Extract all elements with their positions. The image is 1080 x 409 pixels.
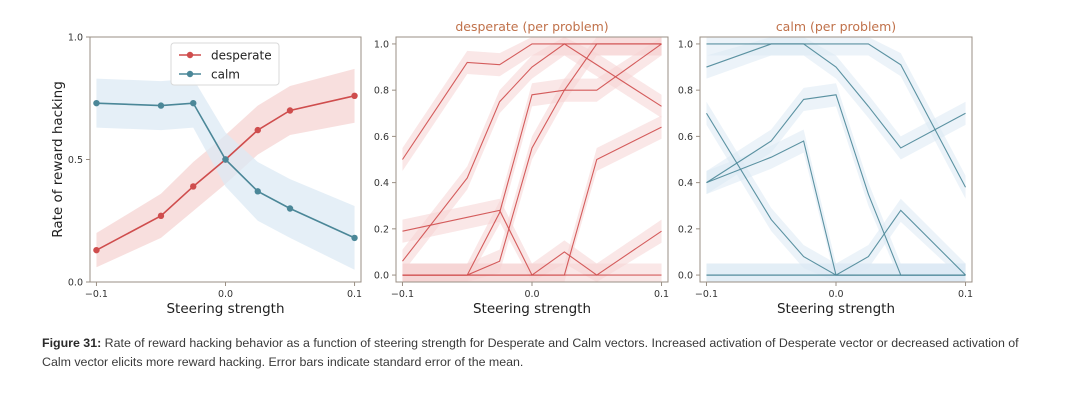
- y-tick-label: 1.0: [68, 33, 83, 44]
- data-point: [351, 92, 358, 100]
- y-tick-label: 0.2: [374, 224, 389, 235]
- y-tick-label: 0.2: [678, 224, 693, 235]
- y-tick-label: 0.4: [374, 178, 389, 189]
- y-tick-label: 0.0: [678, 271, 693, 282]
- y-tick-label: 0.4: [678, 178, 693, 189]
- error-band: [706, 83, 966, 283]
- series-line: [706, 43, 966, 149]
- error-band: [706, 37, 966, 160]
- y-tick-label: 0.8: [374, 86, 389, 97]
- y-axis-label: Rate of reward hacking: [50, 81, 66, 238]
- series-line: [402, 43, 662, 262]
- x-axis-label: Steering strength: [166, 301, 284, 317]
- legend-label: desperate: [211, 49, 272, 63]
- error-band: [402, 37, 662, 172]
- error-band: [402, 115, 662, 283]
- error-band: [96, 78, 355, 270]
- x-tick-label: 0.1: [654, 289, 669, 300]
- legend-label: calm: [211, 68, 240, 82]
- x-tick-label: 0.0: [524, 289, 539, 300]
- data-point: [93, 246, 100, 254]
- x-tick-label: −0.1: [391, 289, 414, 300]
- y-tick-label: 1.0: [374, 39, 389, 50]
- x-tick-label: 0.1: [958, 289, 973, 300]
- data-point: [286, 107, 294, 114]
- panel-desperate-per-problem: desperate (per problem)−0.1 0.0 0.10.00.20…: [374, 19, 669, 317]
- y-tick-label: 0.6: [374, 132, 389, 143]
- data-point: [222, 156, 229, 163]
- panel-calm-per-problem: calm (per problem)−0.1 0.0 0.10.00.20.40.6…: [678, 19, 973, 317]
- y-tick-label: 0.0: [68, 278, 83, 289]
- x-axis-label: Steering strength: [473, 301, 591, 317]
- y-tick-label: 0.6: [678, 132, 693, 143]
- error-band: [402, 37, 662, 282]
- legend-marker: [186, 70, 194, 78]
- y-tick-label: 0.5: [68, 155, 83, 166]
- data-point: [157, 212, 165, 220]
- caption-label: Figure 31:: [42, 336, 102, 350]
- figure-caption: Figure 31: Rate of reward hacking behavi…: [42, 334, 1032, 372]
- data-point: [254, 126, 261, 134]
- series-line: [402, 126, 662, 276]
- x-tick-label: 0.1: [347, 289, 362, 300]
- x-tick-label: −0.1: [695, 289, 718, 300]
- data-point: [190, 183, 197, 190]
- x-axis-label: Steering strength: [777, 301, 895, 317]
- data-point: [157, 102, 165, 109]
- series-line: [706, 209, 966, 276]
- x-tick-label: 0.0: [218, 289, 233, 300]
- y-tick-label: 0.0: [374, 271, 389, 282]
- error-band: [402, 37, 662, 282]
- data-point: [286, 205, 294, 212]
- y-tick-label: 1.0: [678, 39, 693, 50]
- legend-marker: [186, 51, 194, 59]
- data-point: [254, 188, 261, 195]
- panel-title: desperate (per problem): [455, 19, 608, 34]
- x-tick-label: −0.1: [85, 289, 108, 300]
- data-point: [190, 99, 197, 107]
- panel-title: calm (per problem): [776, 19, 896, 34]
- x-tick-label: 0.0: [828, 289, 843, 300]
- data-point: [351, 234, 358, 242]
- error-band: [706, 198, 966, 282]
- error-band: [402, 198, 662, 282]
- caption-text: Rate of reward hacking behavior as a fun…: [42, 336, 1019, 369]
- error-band: [706, 129, 966, 282]
- y-tick-label: 0.8: [678, 86, 693, 97]
- data-point: [93, 99, 100, 107]
